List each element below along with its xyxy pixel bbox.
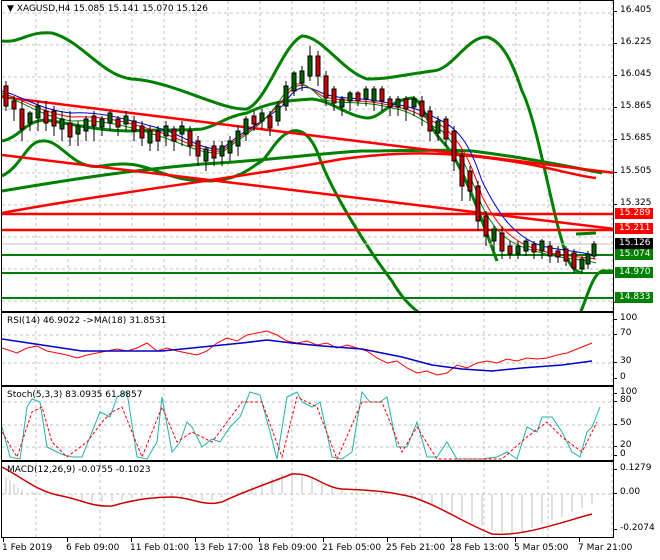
- rsi-chart: [2, 313, 613, 385]
- current-price-badge: 15.126: [615, 238, 653, 249]
- rsi-axis: 100 70 30 0: [614, 313, 638, 382]
- symbol-title: ▼ XAGUSD,H4 15.085 15.141 15.070 15.126: [7, 4, 208, 14]
- stochastic-axis: 100 80 50 20 0: [614, 387, 638, 459]
- time-label: 25 Feb 21:00: [386, 543, 446, 553]
- time-label: 18 Feb 09:00: [258, 543, 318, 553]
- level-badge-green: 15.074: [615, 249, 653, 260]
- symbol-ohlc: XAGUSD,H4 15.085 15.141 15.070 15.126: [16, 4, 208, 14]
- price-chart-panel[interactable]: ▼ XAGUSD,H4 15.085 15.141 15.070 15.126: [1, 0, 614, 312]
- stochastic-panel[interactable]: Stoch(5,3,3) 83.0935 61.8857: [1, 386, 614, 461]
- macd-panel[interactable]: MACD(12,26,9) -0.0755 -0.1023: [1, 461, 614, 538]
- time-label: 13 Feb 17:00: [194, 543, 254, 553]
- level-badge-red: 15.289: [615, 208, 653, 219]
- stochastic-chart: [2, 387, 613, 460]
- time-label: 1 Feb 2019: [2, 543, 53, 553]
- level-badge-green: 14.970: [615, 267, 653, 278]
- macd-chart: [2, 462, 613, 537]
- chevron-down-icon[interactable]: ▼: [7, 4, 14, 14]
- macd-axis: 0.1279 0.00 -0.2074: [614, 463, 655, 533]
- time-label: 7 Mar 21:00: [578, 543, 633, 553]
- rsi-title: RSI(14) 46.9022 ->MA(18) 31.8531: [7, 316, 167, 326]
- macd-title: MACD(12,26,9) -0.0755 -0.1023: [7, 465, 151, 475]
- price-axis[interactable]: 16.405 16.225 16.045 15.865 15.685 15.50…: [614, 0, 660, 312]
- rsi-panel[interactable]: RSI(14) 46.9022 ->MA(18) 31.8531: [1, 312, 614, 386]
- time-label: 6 Feb 09:00: [66, 543, 120, 553]
- time-label: 5 Mar 05:00: [514, 543, 569, 553]
- level-badge-green: 14.833: [615, 292, 653, 303]
- time-label: 21 Feb 05:00: [322, 543, 382, 553]
- price-chart-canvas: [2, 1, 613, 311]
- time-label: 11 Feb 01:00: [130, 543, 190, 553]
- stochastic-title: Stoch(5,3,3) 83.0935 61.8857: [7, 390, 143, 400]
- time-axis[interactable]: 1 Feb 2019 6 Feb 09:00 11 Feb 01:00 13 F…: [0, 538, 660, 560]
- level-badge-red: 15.211: [615, 223, 653, 234]
- time-label: 28 Feb 13:00: [450, 543, 510, 553]
